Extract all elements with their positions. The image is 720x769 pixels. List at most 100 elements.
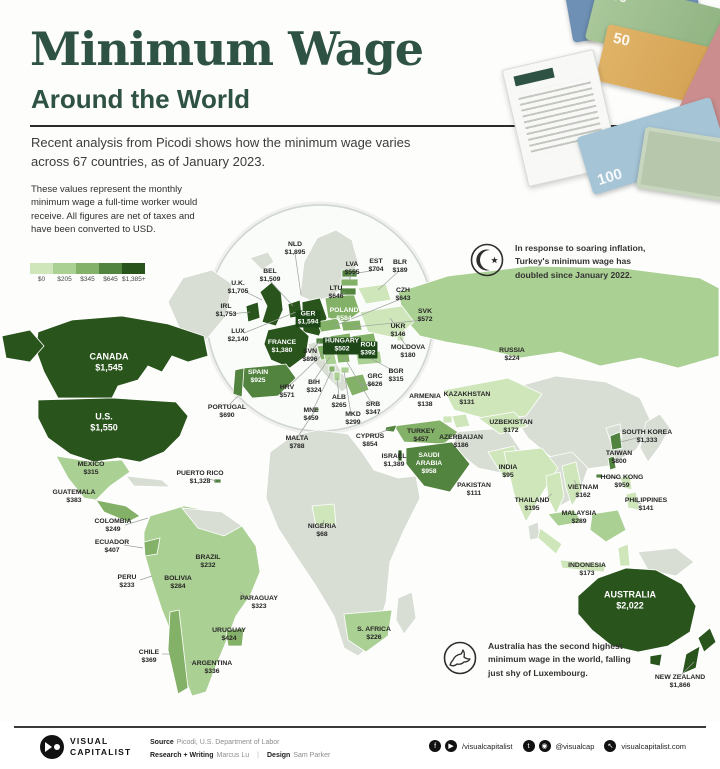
legend-band: $0 (30, 263, 53, 283)
israel-shape (397, 449, 403, 462)
java-shape (559, 559, 607, 573)
lithuania-shape (339, 287, 357, 296)
north-macedonia-shape (340, 366, 350, 374)
venezuela-guyana-shape (181, 507, 243, 537)
legend-tick: $345 (80, 276, 95, 283)
research-value: Marcus Lu (216, 751, 250, 759)
canada-shape (35, 315, 209, 399)
south-korea-shape (609, 431, 623, 451)
malta-shape (313, 407, 320, 412)
chile-shape (167, 609, 189, 695)
turkey-shape (393, 419, 459, 445)
label-leader-lines (74, 252, 695, 677)
legend-band: $1,385+ (122, 263, 146, 283)
australia-annotation: Australia has the second highest minimum… (442, 640, 642, 680)
website-cursor-icon: ↖ (604, 740, 617, 752)
legend-tick: $1,385+ (122, 276, 146, 283)
australia-shape (577, 567, 697, 653)
africa-shape (265, 429, 421, 657)
portugal-shape (232, 367, 245, 398)
design-value: Sam Parker (293, 751, 331, 759)
facebook-icon: f (429, 740, 442, 752)
new-zealand-shape (681, 627, 717, 675)
ecuador-shape (143, 537, 161, 557)
footer-social: f ▶ /visualcapitalist t ◉ @visualcap ↖ v… (425, 740, 692, 752)
receipt-header-block (513, 67, 555, 87)
kazakhstan-shape (443, 377, 543, 421)
philippines-shape (619, 473, 641, 511)
credit-separator: | (257, 751, 259, 759)
sumatra-shape (537, 527, 563, 555)
sulawesi-shape (617, 543, 631, 567)
footer-divider (14, 726, 706, 728)
australia-annotation-text: Australia has the second highest minimum… (488, 641, 631, 678)
banknote-denomination: 50 (611, 29, 632, 50)
legend-swatch (99, 263, 122, 274)
usa-shape (37, 397, 189, 463)
legend-swatch (53, 263, 76, 274)
footer: VISUAL CAPITALIST Source Picodi, U.S. Dep… (0, 722, 720, 769)
czechia-shape (316, 317, 342, 333)
borneo-shape (589, 509, 627, 543)
ireland-shape (245, 301, 261, 323)
taiwan-shape (607, 455, 617, 471)
india-shape (503, 447, 559, 523)
methodology-note: These values represent the monthly minim… (31, 184, 198, 236)
legend-tick: $0 (37, 276, 46, 283)
intro-text: Recent analysis from Picodi shows how th… (31, 135, 411, 169)
south-africa-shape (343, 609, 393, 653)
slovakia-shape (340, 319, 363, 332)
crescent-star-icon (470, 243, 504, 277)
social-handle-2: @visualcap (555, 741, 595, 751)
brand-line-1: VISUAL (70, 735, 109, 746)
source-credit: Source Picodi, U.S. Department of Labor (150, 737, 330, 750)
footer-credits: Source Picodi, U.S. Department of Labor R… (150, 737, 330, 762)
saudi-arabia-shape (405, 441, 471, 493)
uruguay-shape (225, 627, 245, 647)
legend-band: $645 (99, 263, 122, 283)
legend-swatch (122, 263, 145, 274)
source-value: Picodi, U.S. Department of Labor (176, 739, 280, 746)
colored-countries (1, 265, 720, 697)
alaska-shape (1, 329, 45, 363)
romania-shape (351, 332, 379, 353)
twitter-icon: t (522, 740, 535, 752)
legend-swatch (76, 263, 99, 274)
new-guinea-shape (637, 547, 695, 577)
belarus-shape (357, 283, 392, 305)
divider (30, 125, 690, 127)
banknotes-photo: 100 100 50 100 (472, 0, 720, 212)
malaysia-shape (547, 509, 583, 527)
page-title: Minimum Wage (30, 22, 424, 76)
russia-shape (397, 265, 720, 369)
visual-capitalist-wordmark: VISUAL CAPITALIST (70, 736, 131, 758)
legend-swatch (30, 263, 53, 274)
legend-tick: $645 (103, 276, 118, 283)
greece-shape (343, 373, 370, 397)
mexico-shape (55, 455, 131, 501)
legend-tick: $205 (57, 276, 72, 283)
research-label: Research + Writing (150, 751, 214, 759)
guatemala-shape (95, 499, 141, 523)
turkey-annotation: In response to soaring inflation, Turkey… (469, 242, 659, 282)
banknote-denomination: 100 (603, 0, 630, 6)
moldova-shape (396, 331, 405, 342)
japan-shape (639, 413, 671, 463)
brand-line-2: CAPITALIST (70, 747, 132, 757)
legend-band: $345 (76, 263, 99, 283)
thailand-shape (545, 471, 565, 515)
youtube-icon: ▶ (445, 740, 458, 752)
design-label: Design (267, 751, 291, 759)
uzbekistan-shape (476, 411, 529, 435)
page-subtitle: Around the World (31, 84, 251, 114)
iceland-shape (249, 251, 275, 271)
legend: $0 $205 $345 $645 $1,385+ (30, 263, 146, 283)
legend-band: $205 (53, 263, 76, 283)
visual-capitalist-logo-icon (40, 735, 64, 759)
madagascar-shape (395, 591, 417, 635)
tasmania-shape (649, 653, 663, 667)
source-label: Source (150, 739, 174, 746)
nigeria-shape (311, 503, 337, 527)
serbia-shape (335, 347, 351, 364)
